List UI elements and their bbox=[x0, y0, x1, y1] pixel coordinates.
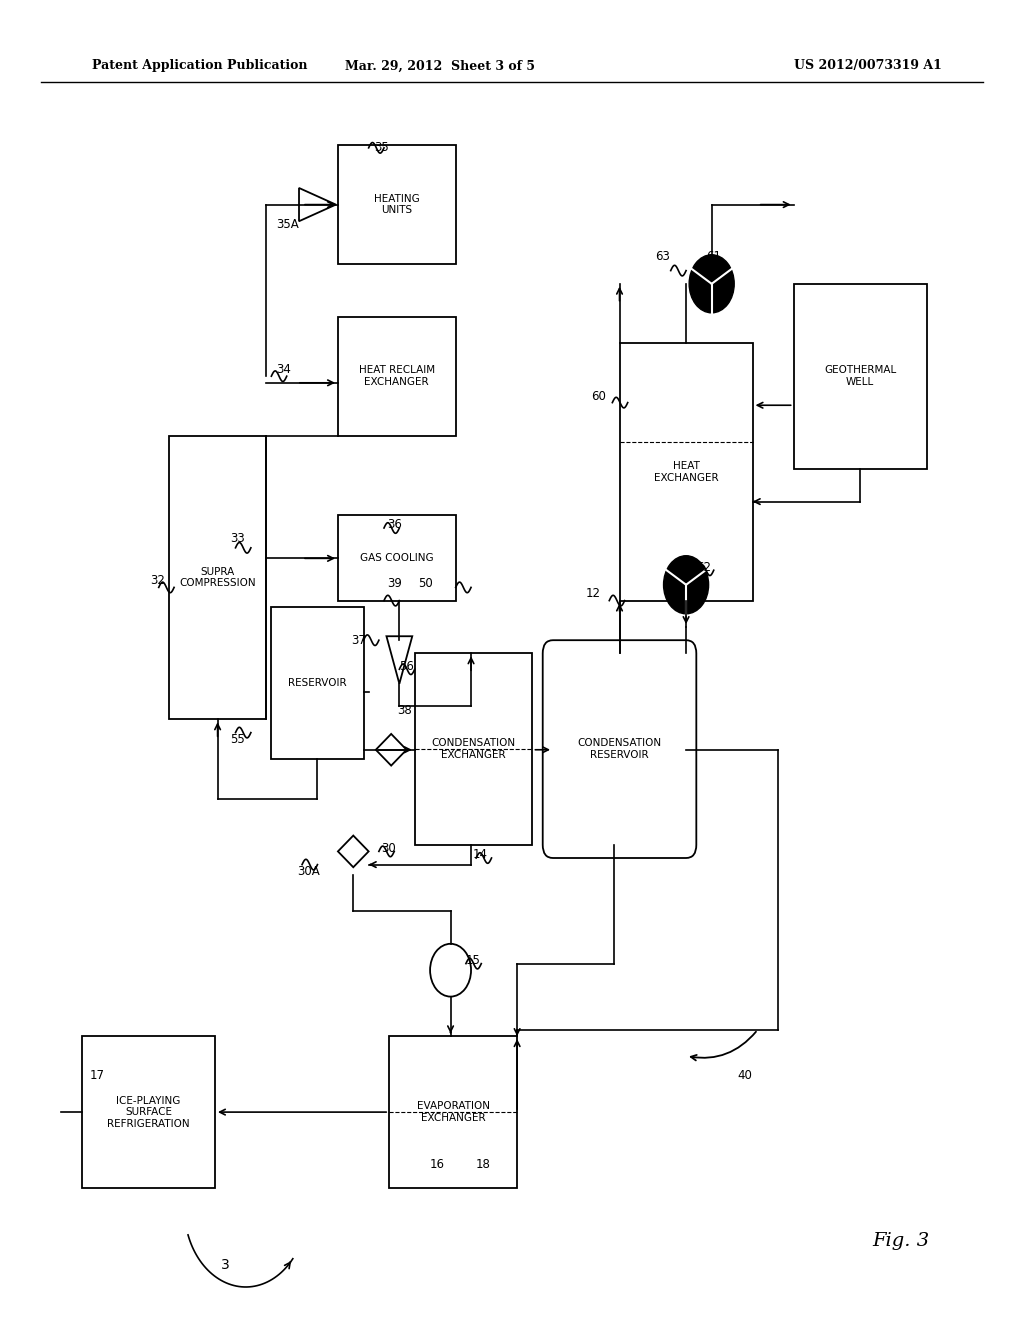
Text: Fig. 3: Fig. 3 bbox=[872, 1232, 930, 1250]
Bar bbox=[338, 145, 456, 264]
Text: CONDENSATION
EXCHANGER: CONDENSATION EXCHANGER bbox=[431, 738, 516, 760]
Text: CONDENSATION
RESERVOIR: CONDENSATION RESERVOIR bbox=[578, 738, 662, 760]
Text: 12: 12 bbox=[586, 587, 601, 601]
Text: GAS COOLING: GAS COOLING bbox=[360, 553, 433, 562]
Text: 63: 63 bbox=[655, 249, 671, 263]
Text: EVAPORATION
EXCHANGER: EVAPORATION EXCHANGER bbox=[417, 1101, 489, 1123]
Text: 35: 35 bbox=[374, 141, 388, 154]
Text: 61: 61 bbox=[707, 249, 722, 263]
Text: 55: 55 bbox=[230, 733, 245, 746]
Text: Mar. 29, 2012  Sheet 3 of 5: Mar. 29, 2012 Sheet 3 of 5 bbox=[345, 59, 536, 73]
Text: HEAT RECLAIM
EXCHANGER: HEAT RECLAIM EXCHANGER bbox=[358, 366, 435, 387]
Text: 39: 39 bbox=[387, 577, 402, 590]
Bar bbox=[169, 436, 266, 719]
Text: GEOTHERMAL
WELL: GEOTHERMAL WELL bbox=[824, 366, 896, 387]
Text: 17: 17 bbox=[90, 1069, 105, 1082]
Text: 37: 37 bbox=[351, 634, 367, 647]
Text: 32: 32 bbox=[151, 574, 166, 587]
Text: 56: 56 bbox=[399, 660, 415, 673]
Text: 3: 3 bbox=[221, 1258, 229, 1271]
Text: 40: 40 bbox=[737, 1069, 753, 1082]
Text: 14: 14 bbox=[473, 847, 488, 861]
Text: HEAT
EXCHANGER: HEAT EXCHANGER bbox=[653, 461, 719, 483]
Text: 62: 62 bbox=[696, 561, 712, 574]
Text: 33: 33 bbox=[230, 532, 245, 545]
Text: RESERVOIR: RESERVOIR bbox=[288, 678, 347, 688]
Text: 30: 30 bbox=[381, 842, 395, 855]
Text: 18: 18 bbox=[476, 1158, 492, 1171]
Text: 30A: 30A bbox=[297, 865, 319, 878]
Bar bbox=[389, 1036, 517, 1188]
Bar bbox=[620, 343, 753, 601]
Text: ICE-PLAYING
SURFACE
REFRIGERATION: ICE-PLAYING SURFACE REFRIGERATION bbox=[108, 1096, 189, 1129]
Text: US 2012/0073319 A1: US 2012/0073319 A1 bbox=[795, 59, 942, 73]
Text: 16: 16 bbox=[430, 1158, 445, 1171]
Bar bbox=[415, 653, 532, 845]
Text: 36: 36 bbox=[387, 517, 402, 531]
Bar bbox=[338, 515, 456, 601]
Bar bbox=[82, 1036, 215, 1188]
Text: 60: 60 bbox=[591, 389, 606, 403]
Circle shape bbox=[664, 556, 709, 614]
Bar bbox=[794, 284, 927, 469]
Text: 35A: 35A bbox=[276, 218, 299, 231]
Text: 34: 34 bbox=[276, 363, 292, 376]
Text: 15: 15 bbox=[466, 954, 481, 968]
FancyBboxPatch shape bbox=[543, 640, 696, 858]
Bar bbox=[271, 607, 364, 759]
Text: 50: 50 bbox=[418, 577, 432, 590]
Text: HEATING
UNITS: HEATING UNITS bbox=[374, 194, 420, 215]
Circle shape bbox=[689, 255, 734, 313]
Text: Patent Application Publication: Patent Application Publication bbox=[92, 59, 307, 73]
Text: SUPRA
COMPRESSION: SUPRA COMPRESSION bbox=[179, 566, 256, 589]
Bar bbox=[338, 317, 456, 436]
Text: 38: 38 bbox=[397, 704, 412, 717]
